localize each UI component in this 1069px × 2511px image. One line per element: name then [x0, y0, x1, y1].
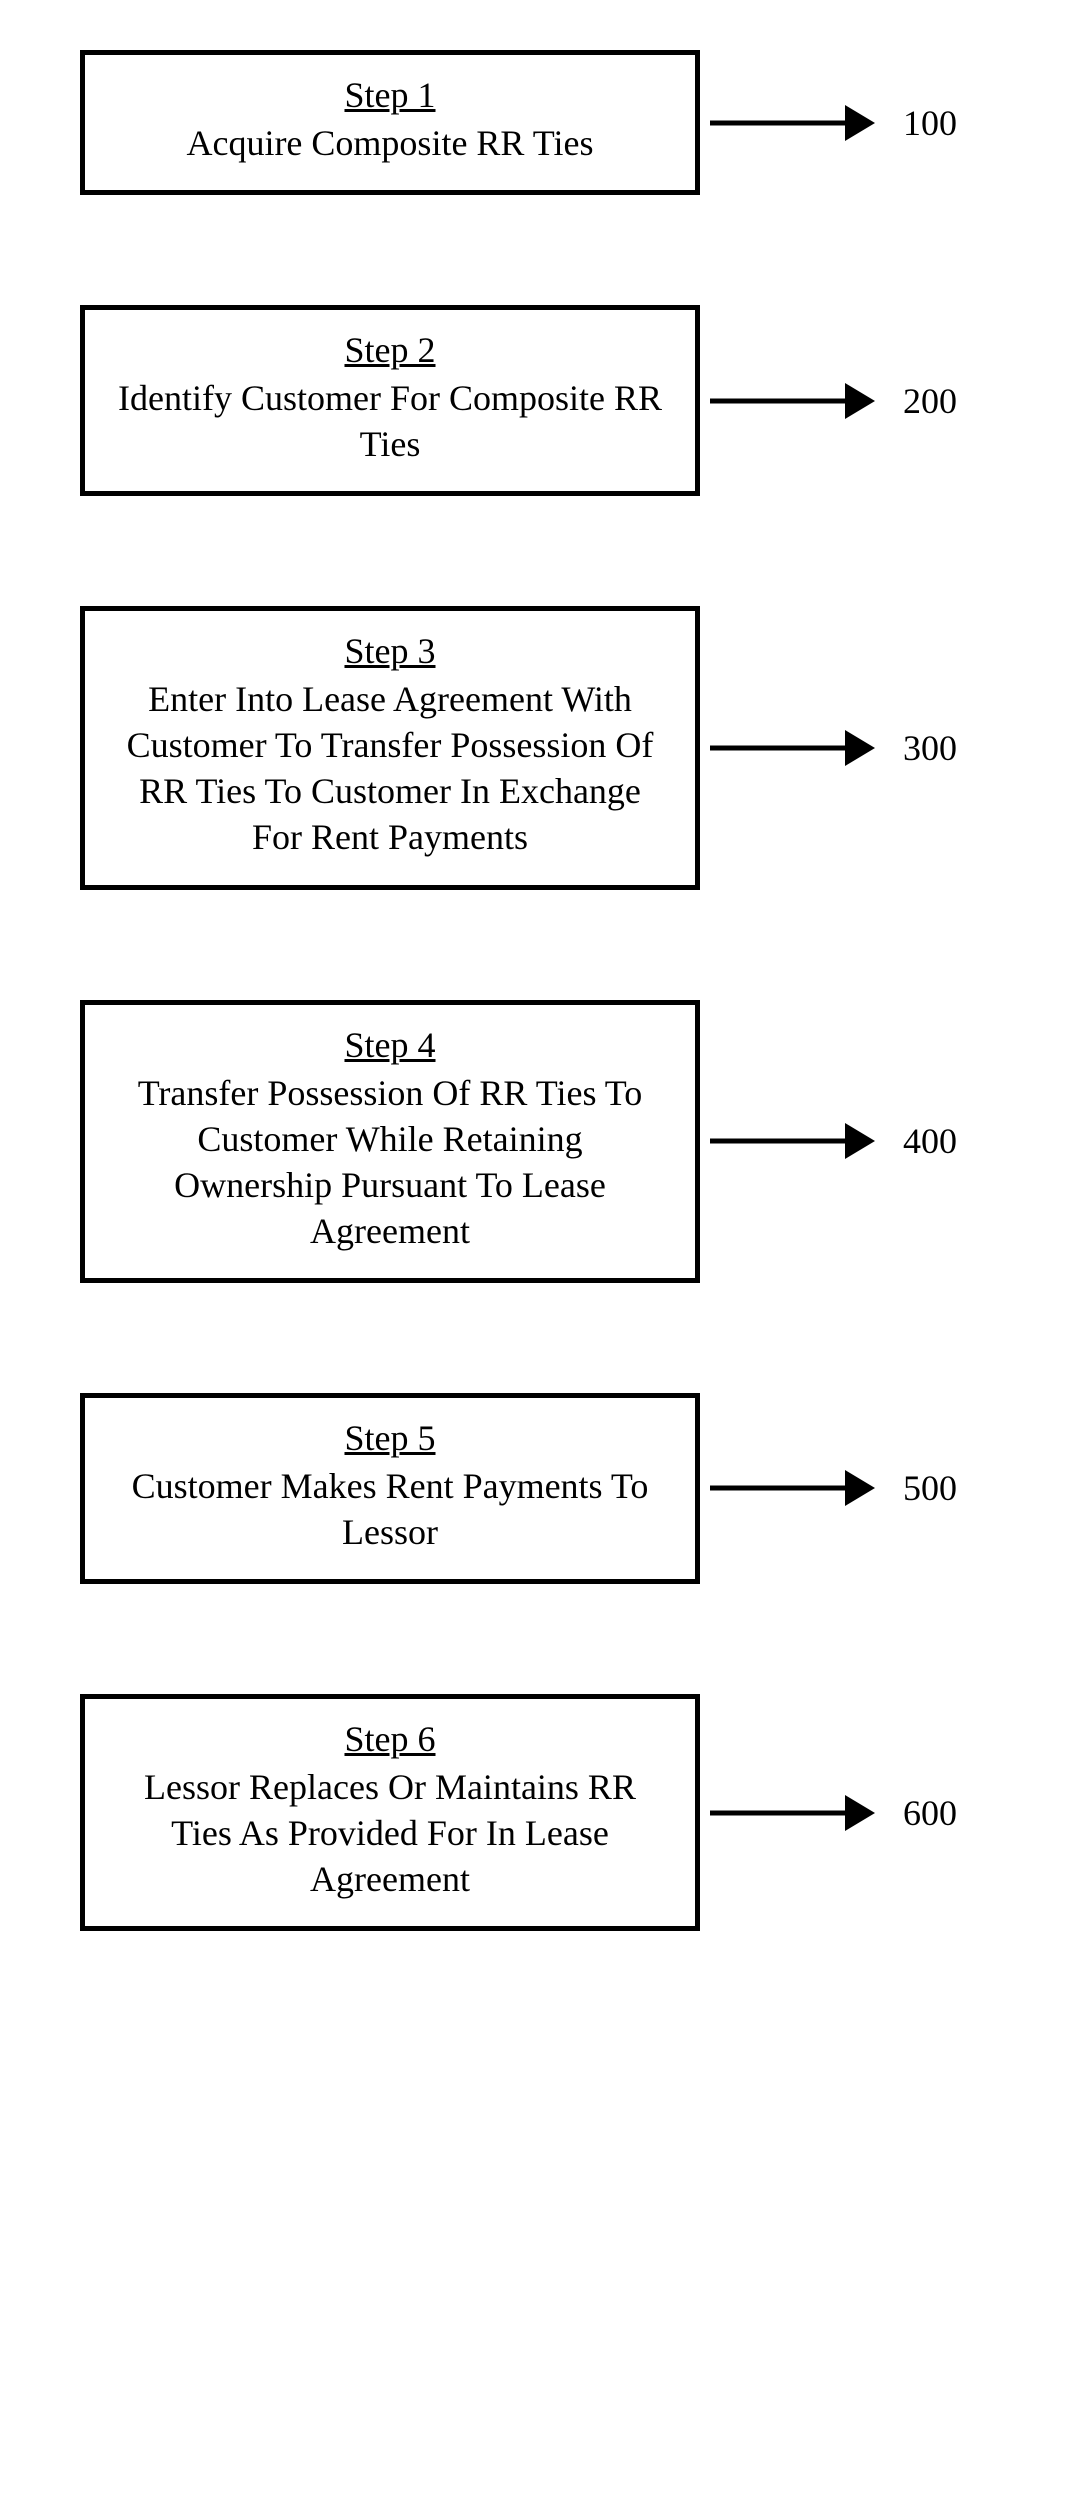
- step-title: Step 1: [344, 73, 435, 118]
- reference-number: 500: [903, 1467, 957, 1509]
- step-title: Step 6: [344, 1717, 435, 1762]
- step-5-rent-payments: Step 5Customer Makes Rent Payments To Le…: [80, 1393, 700, 1584]
- step-title: Step 3: [344, 629, 435, 674]
- reference-number: 200: [903, 380, 957, 422]
- step-title: Step 5: [344, 1416, 435, 1461]
- arrow-icon: [710, 381, 875, 421]
- step-description: Customer Makes Rent Payments To Lessor: [115, 1463, 665, 1555]
- step-description: Enter Into Lease Agreement With Customer…: [115, 676, 665, 860]
- step-description: Identify Customer For Composite RR Ties: [115, 375, 665, 467]
- step-5-rent-payments-row: Step 5Customer Makes Rent Payments To Le…: [80, 1393, 1069, 1584]
- step-6-replace-maintain-row: Step 6Lessor Replaces Or Maintains RR Ti…: [80, 1694, 1069, 1931]
- step-2-identify-customer-row: Step 2Identify Customer For Composite RR…: [80, 305, 1069, 496]
- step-3-lease-agreement: Step 3Enter Into Lease Agreement With Cu…: [80, 606, 700, 889]
- step-6-replace-maintain: Step 6Lessor Replaces Or Maintains RR Ti…: [80, 1694, 700, 1931]
- step-description: Lessor Replaces Or Maintains RR Ties As …: [115, 1764, 665, 1902]
- step-description: Acquire Composite RR Ties: [186, 120, 593, 166]
- step-1-acquire: Step 1Acquire Composite RR Ties: [80, 50, 700, 195]
- arrow-icon: [710, 1468, 875, 1508]
- step-4-transfer-possession: Step 4Transfer Possession Of RR Ties To …: [80, 1000, 700, 1283]
- step-1-acquire-row: Step 1Acquire Composite RR Ties 100: [80, 50, 1069, 195]
- step-4-transfer-possession-row: Step 4Transfer Possession Of RR Ties To …: [80, 1000, 1069, 1283]
- arrow-icon: [710, 1793, 875, 1833]
- step-2-identify-customer: Step 2Identify Customer For Composite RR…: [80, 305, 700, 496]
- step-title: Step 2: [344, 328, 435, 373]
- step-3-lease-agreement-row: Step 3Enter Into Lease Agreement With Cu…: [80, 606, 1069, 889]
- reference-number: 100: [903, 102, 957, 144]
- arrow-icon: [710, 1121, 875, 1161]
- step-description: Transfer Possession Of RR Ties To Custom…: [115, 1070, 665, 1254]
- step-title: Step 4: [344, 1023, 435, 1068]
- reference-number: 600: [903, 1792, 957, 1834]
- arrow-icon: [710, 103, 875, 143]
- reference-number: 400: [903, 1120, 957, 1162]
- arrow-icon: [710, 728, 875, 768]
- reference-number: 300: [903, 727, 957, 769]
- flowchart-container: Step 1Acquire Composite RR Ties 100Step …: [0, 50, 1069, 1931]
